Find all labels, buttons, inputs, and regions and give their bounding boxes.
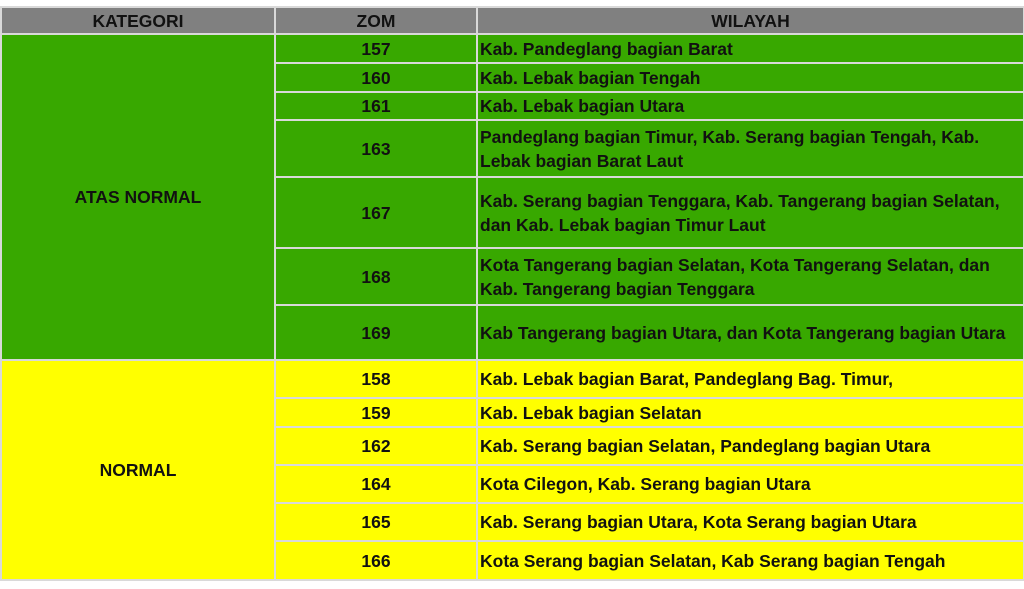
- wilayah-cell: Kab. Lebak bagian Barat, Pandeglang Bag.…: [476, 359, 1024, 399]
- table-row: 162 Kab. Serang bagian Selatan, Pandeglan…: [1, 426, 1024, 466]
- wilayah-cell: Kota Cilegon, Kab. Serang bagian Utara: [476, 464, 1024, 504]
- wilayah-cell: Kab. Pandeglang bagian Barat: [476, 33, 1024, 64]
- wilayah-cell: Kab. Serang bagian Tenggara, Kab. Tanger…: [476, 176, 1024, 249]
- table-row: 159 Kab. Lebak bagian Selatan: [1, 397, 1024, 428]
- table-row: 169 Kab Tangerang bagian Utara, dan Kota …: [1, 304, 1024, 361]
- zom-cell: 162: [274, 426, 478, 466]
- header-row: KATEGORI ZOM WILAYAH: [0, 6, 1024, 35]
- table-row: 161 Kab. Lebak bagian Utara: [1, 91, 1024, 121]
- zom-cell: 161: [274, 91, 478, 121]
- kategori-cell: NORMAL: [0, 359, 276, 581]
- zom-cell: 169: [274, 304, 478, 361]
- wilayah-cell: Kota Tangerang bagian Selatan, Kota Tang…: [476, 247, 1024, 306]
- zom-category-table: KATEGORI ZOM WILAYAH ATAS NORMAL 157 Kab. …: [0, 6, 1024, 581]
- wilayah-cell: Kab Tangerang bagian Utara, dan Kota Tan…: [476, 304, 1024, 361]
- header-zom: ZOM: [274, 6, 478, 35]
- wilayah-cell: Pandeglang bagian Timur, Kab. Serang bag…: [476, 119, 1024, 178]
- zom-cell: 159: [274, 397, 478, 428]
- header-wilayah: WILAYAH: [476, 6, 1024, 35]
- table-row: 168 Kota Tangerang bagian Selatan, Kota T…: [1, 247, 1024, 306]
- zom-cell: 165: [274, 502, 478, 542]
- table-row: 160 Kab. Lebak bagian Tengah: [1, 62, 1024, 93]
- wilayah-cell: Kota Serang bagian Selatan, Kab Serang b…: [476, 540, 1024, 581]
- zom-cell: 160: [274, 62, 478, 93]
- table-row: 164 Kota Cilegon, Kab. Serang bagian Utar…: [1, 464, 1024, 504]
- wilayah-cell: Kab. Lebak bagian Utara: [476, 91, 1024, 121]
- header-kategori: KATEGORI: [0, 6, 276, 35]
- zom-cell: 164: [274, 464, 478, 504]
- zom-cell: 167: [274, 176, 478, 249]
- zom-cell: 166: [274, 540, 478, 581]
- zom-cell: 163: [274, 119, 478, 178]
- wilayah-cell: Kab. Serang bagian Utara, Kota Serang ba…: [476, 502, 1024, 542]
- kategori-cell: ATAS NORMAL: [0, 33, 276, 361]
- zom-cell: 157: [274, 33, 478, 64]
- zom-cell: 158: [274, 359, 478, 399]
- wilayah-cell: Kab. Serang bagian Selatan, Pandeglang b…: [476, 426, 1024, 466]
- table-row: 167 Kab. Serang bagian Tenggara, Kab. Tan…: [1, 176, 1024, 249]
- wilayah-cell: Kab. Lebak bagian Selatan: [476, 397, 1024, 428]
- table-row: 165 Kab. Serang bagian Utara, Kota Serang…: [1, 502, 1024, 542]
- table-row: ATAS NORMAL 157 Kab. Pandeglang bagian Bar…: [0, 33, 1024, 361]
- table-row: NORMAL 158 Kab. Lebak bagian Barat, Pandeg…: [0, 359, 1024, 581]
- zom-cell: 168: [274, 247, 478, 306]
- table-row: 163 Pandeglang bagian Timur, Kab. Serang …: [1, 119, 1024, 178]
- wilayah-cell: Kab. Lebak bagian Tengah: [476, 62, 1024, 93]
- table-row: 166 Kota Serang bagian Selatan, Kab Seran…: [1, 540, 1024, 581]
